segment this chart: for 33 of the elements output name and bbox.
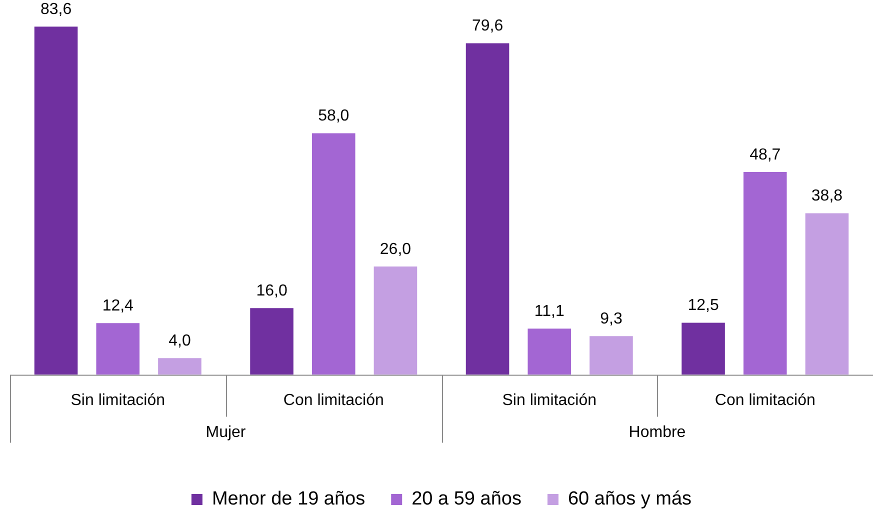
x-tick-label: Con limitación — [714, 392, 816, 409]
data-label: 16,0 — [256, 282, 288, 300]
bar — [312, 133, 356, 375]
bar — [250, 308, 294, 375]
data-label: 11,1 — [534, 302, 564, 320]
data-label: 83,6 — [40, 1, 72, 18]
legend-label: 60 años y más — [568, 488, 692, 510]
legend-label: 20 a 59 años — [412, 488, 522, 510]
text: Mujer — [206, 424, 246, 442]
x-tick-label: Sin limitación — [502, 392, 597, 409]
data-label: 12,4 — [102, 298, 134, 315]
data-label: 12,5 — [688, 297, 719, 314]
bar — [682, 322, 725, 375]
bar — [34, 26, 78, 375]
bar — [743, 172, 787, 375]
data-label: 58,0 — [318, 108, 350, 125]
x-tick-label: Con limitación — [283, 392, 384, 409]
data-label: 48,7 — [750, 146, 781, 164]
bar — [374, 266, 418, 375]
x-tick-label: Sin limitación — [70, 392, 166, 409]
bar — [805, 213, 849, 375]
bar — [528, 328, 572, 375]
bar — [466, 43, 510, 375]
text: Hombre — [628, 424, 686, 442]
legend-label: Menor de 19 años — [212, 488, 366, 510]
bar — [590, 336, 633, 375]
bar — [96, 323, 140, 375]
data-label: 79,6 — [472, 18, 504, 35]
data-label: 38,8 — [811, 188, 843, 205]
data-label: 26,0 — [380, 240, 412, 258]
bar — [158, 358, 202, 375]
data-label: 4,0 — [168, 332, 191, 350]
data-label: 9,3 — [600, 310, 622, 328]
